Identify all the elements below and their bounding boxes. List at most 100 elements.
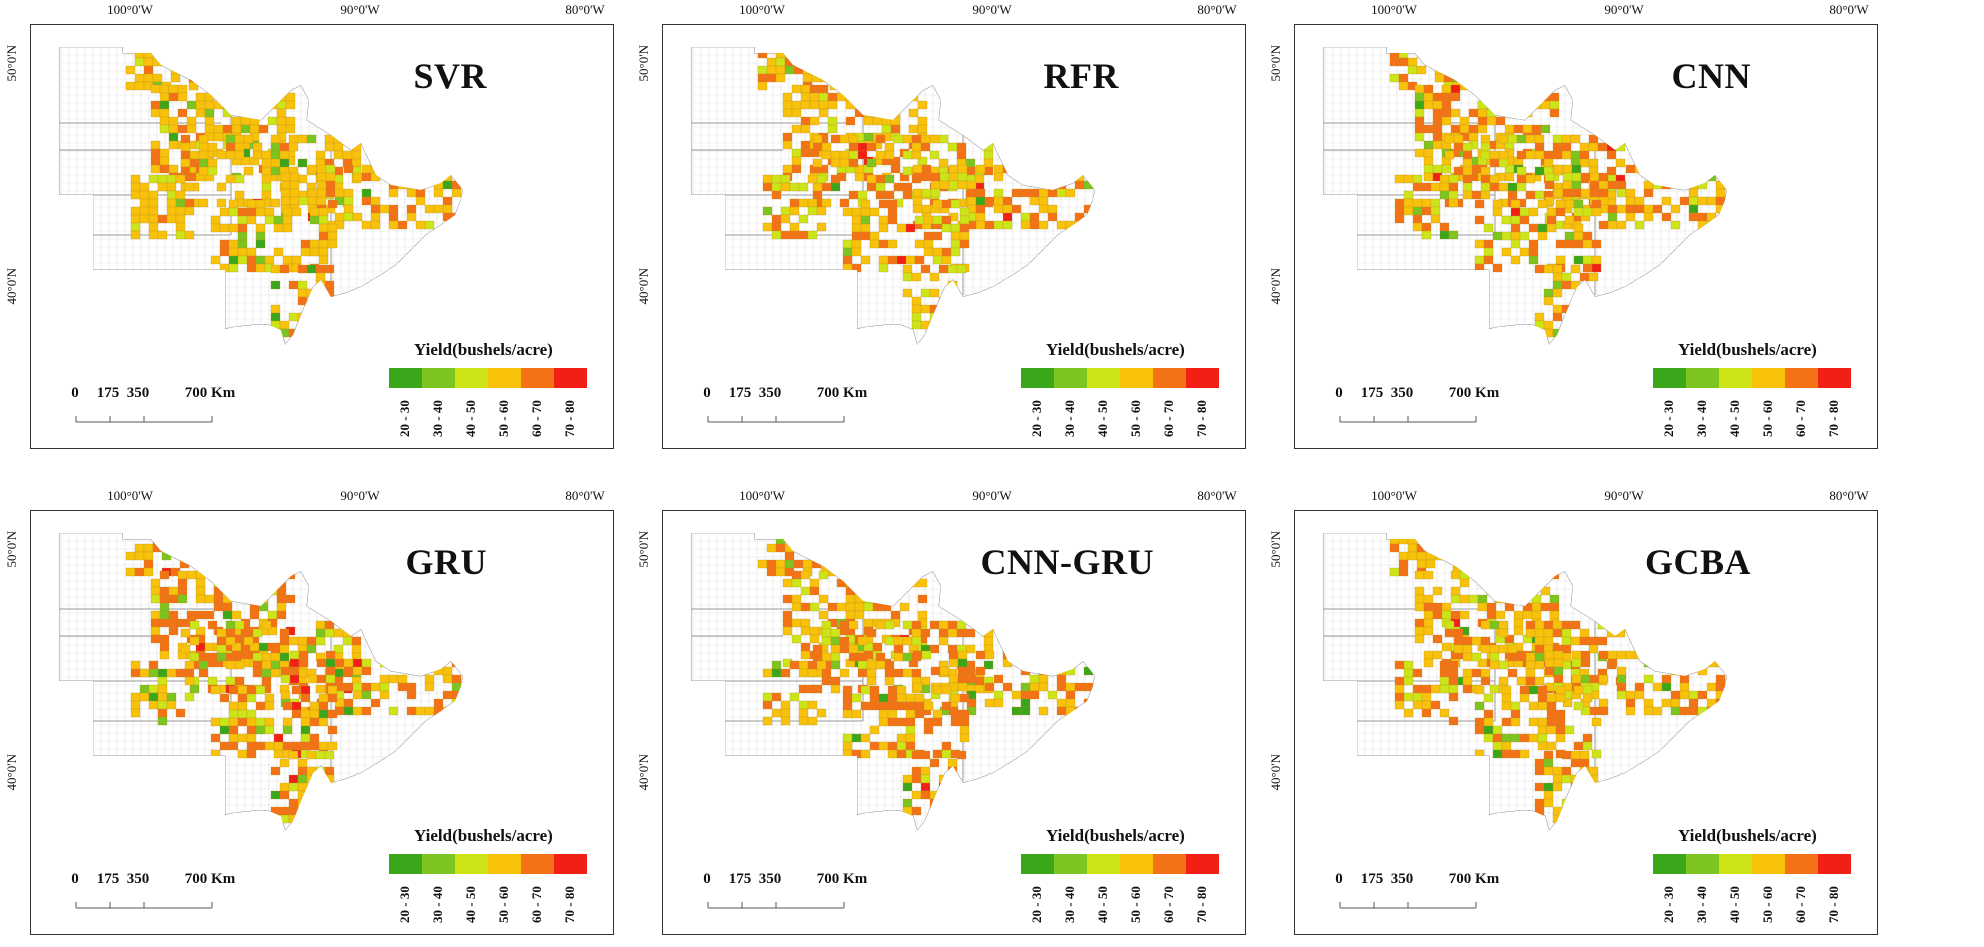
county-cell [1549,92,1560,102]
county-cell [1495,610,1506,620]
county-cell [1029,674,1040,684]
county-cell [279,814,290,824]
county-cell [866,676,877,686]
county-cell [1534,166,1545,176]
county-cell [872,116,883,126]
latitude-label: 40°0'N [4,754,19,791]
county-cell [920,628,931,638]
county-cell [1480,676,1491,686]
county-cell [379,674,390,684]
county-cell [1525,134,1536,144]
county-cell [836,578,847,588]
county-cell [911,150,922,160]
county-cell [168,132,179,142]
county-cell [406,706,417,716]
county-cell [1588,272,1599,282]
county-cell [1606,150,1617,160]
legend-swatch [1186,854,1219,874]
county-cell [830,150,841,160]
county-cell [170,49,181,59]
county-cell [152,535,163,545]
county-cell [911,668,922,678]
county-cell [234,150,245,160]
county-cell [920,676,931,686]
county-cell [1065,188,1076,198]
county-cell [1625,698,1636,708]
county-cell [1441,108,1452,118]
county-cell [1020,682,1031,692]
county-cell [258,570,269,580]
county-cell [1474,717,1485,727]
county-cell [912,172,923,182]
county-map [1323,47,1727,345]
county-cell [1537,725,1548,735]
county-cell [1670,204,1681,214]
county-cell [1416,49,1427,59]
county-cell [818,100,829,110]
county-cell [975,204,986,214]
county-cell [166,190,177,200]
county-cell [276,100,287,110]
county-cell [947,288,958,298]
county-cell [270,328,281,338]
county-cell [1430,700,1441,710]
county-cell [316,180,327,190]
county-cell [1555,685,1566,695]
county-cell [950,239,961,249]
county-cell [1519,693,1530,703]
county-cell [288,134,299,144]
county-cell [938,134,949,144]
county-cell [1534,150,1545,160]
county-cell [198,158,209,168]
county-cell [1483,733,1494,743]
county-cell [791,602,802,612]
legend-swatch [1686,368,1719,388]
county-cell [157,700,168,710]
county-cell [1562,164,1573,174]
county-cell [276,570,287,580]
county-cell [306,750,317,760]
county-cell [276,116,287,126]
county-cell [1643,188,1654,198]
county-cell [206,559,217,569]
county-cell [134,543,145,553]
county-cell [1553,164,1564,174]
county-cell [1432,100,1443,110]
county-cell [288,806,299,816]
county-cell [219,239,230,249]
county-cell [902,150,913,160]
county-cell [851,223,862,233]
county-cell [775,543,786,553]
county-cell [762,700,773,710]
scale-labels: 0 175 350 700 Km [692,871,882,889]
county-cell [288,798,299,808]
county-cell [802,559,813,569]
county-cell [848,620,859,630]
county-cell [442,690,453,700]
county-cell [798,716,809,726]
county-cell [139,684,150,694]
county-cell [143,551,154,561]
county-cell [908,124,919,134]
county-cell [1423,618,1434,628]
legend-swatch [521,854,554,874]
county-cell [842,701,853,711]
county-cell [1029,172,1040,182]
county-cell [246,725,257,735]
county-cell [225,636,236,646]
county-cell [838,73,849,83]
county-cell [318,239,329,249]
county-cell [1492,725,1503,735]
county-cell [1571,180,1582,190]
county-cell [343,196,354,206]
county-cell [228,717,239,727]
county-cell [920,288,931,298]
county-cell [782,610,793,620]
county-cell [966,188,977,198]
county-cell [842,709,853,719]
county-cell [932,231,943,241]
county-cell [842,749,853,759]
county-cell [914,709,925,719]
county-cell [1643,164,1654,174]
legend-range-label: 60 - 70 [1161,886,1176,923]
